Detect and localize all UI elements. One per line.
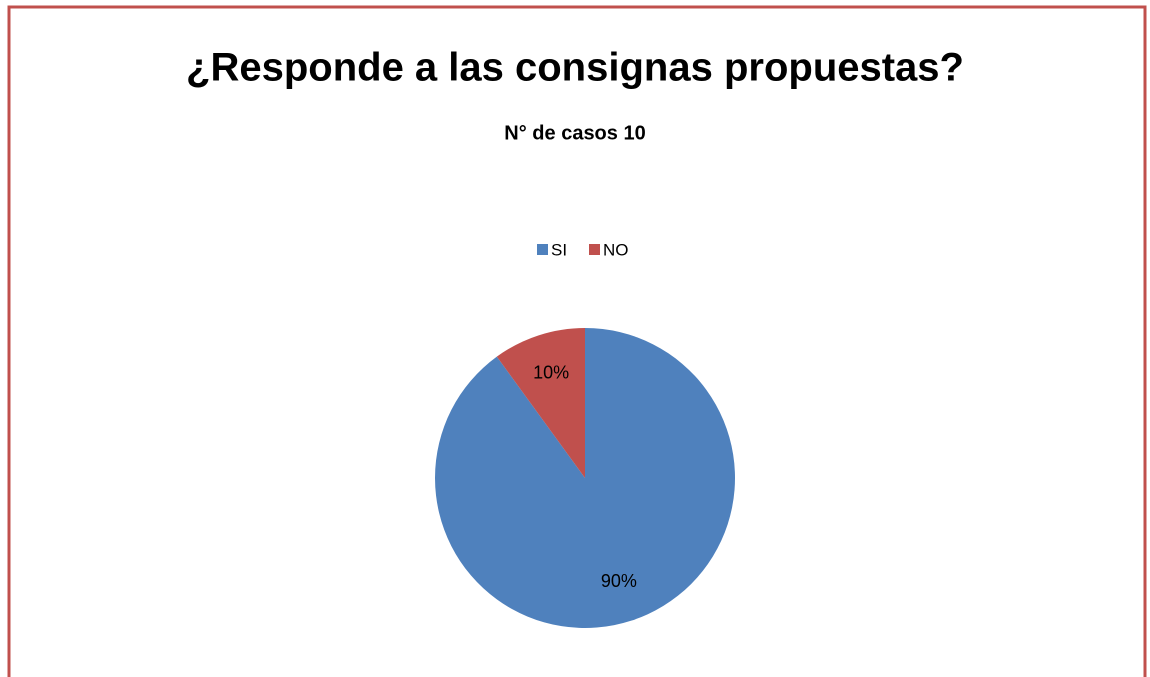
legend-label: SI xyxy=(551,240,567,259)
pie-slice xyxy=(496,328,585,478)
chart-title: ¿Responde a las consignas propuestas? xyxy=(186,46,964,90)
frame xyxy=(7,5,1147,677)
data-label: 90% xyxy=(601,571,637,591)
legend-label: NO xyxy=(603,240,629,259)
legend-swatch xyxy=(589,244,600,255)
legend-swatch xyxy=(537,244,548,255)
data-label: 10% xyxy=(533,363,569,383)
chart-subtitle: N° de casos 10 xyxy=(504,122,645,144)
